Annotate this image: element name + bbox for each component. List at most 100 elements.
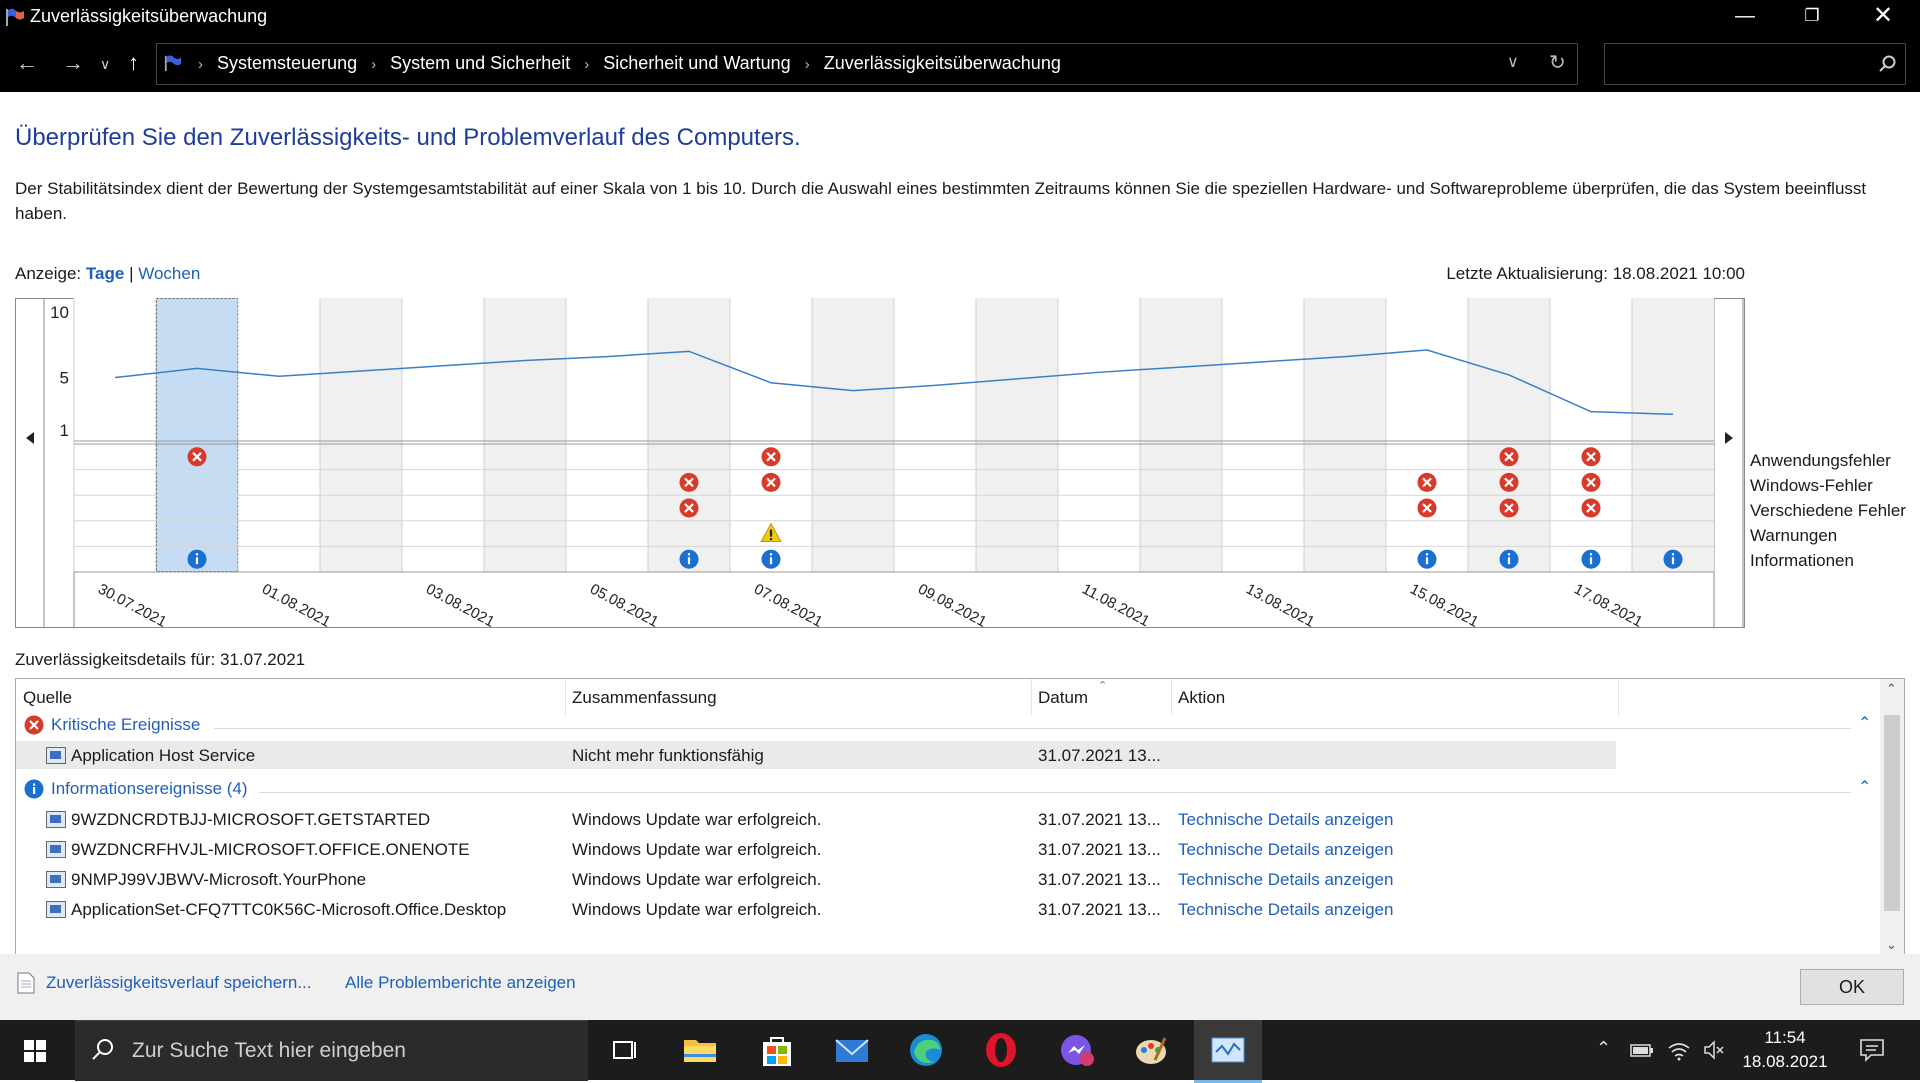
- app-icon: [46, 811, 66, 828]
- back-arrow-icon[interactable]: ←: [16, 50, 38, 76]
- flag-icon: [4, 7, 26, 27]
- collapse-chevron-icon[interactable]: ⌃: [1858, 713, 1871, 733]
- recent-locations-chevron-icon[interactable]: ∨: [100, 56, 110, 73]
- legend-information: Informationen: [1750, 548, 1906, 573]
- day-column[interactable]: [1632, 298, 1714, 572]
- breadcrumb-system-und-sicherheit[interactable]: System und Sicherheit: [390, 53, 570, 73]
- messenger-icon[interactable]: [1057, 1030, 1097, 1070]
- cell-date: 31.07.2021 13...: [1038, 840, 1161, 860]
- day-column[interactable]: [1304, 298, 1386, 572]
- day-column[interactable]: [1222, 298, 1304, 572]
- minimize-button[interactable]: —: [1716, 0, 1774, 34]
- restore-button[interactable]: ❐: [1783, 0, 1841, 34]
- view-weeks-link[interactable]: Wochen: [138, 264, 200, 283]
- day-column[interactable]: [74, 298, 156, 572]
- search-icon[interactable]: [1879, 55, 1897, 73]
- collapse-chevron-icon[interactable]: ⌃: [1858, 777, 1871, 797]
- edge-icon[interactable]: [906, 1030, 946, 1070]
- search-input[interactable]: [1604, 43, 1906, 85]
- day-column[interactable]: [238, 298, 320, 572]
- taskbar-search-placeholder: Zur Suche Text hier eingeben: [132, 1039, 406, 1063]
- details-scrollbar[interactable]: ⌃ ⌄: [1880, 679, 1904, 955]
- day-column[interactable]: [1550, 298, 1632, 572]
- table-row[interactable]: 9NMPJ99VJBWV-Microsoft.YourPhone Windows…: [16, 865, 1616, 893]
- info-icon-dot: [1672, 553, 1674, 555]
- clock-date: 18.08.2021: [1730, 1050, 1840, 1074]
- breadcrumb-systemsteuerung[interactable]: Systemsteuerung: [217, 53, 357, 73]
- day-column[interactable]: [156, 298, 238, 572]
- cell-source: 9NMPJ99VJBWV-Microsoft.YourPhone: [71, 870, 366, 890]
- column-source[interactable]: Quelle: [23, 688, 72, 708]
- wifi-icon[interactable]: [1667, 1038, 1691, 1062]
- taskbar-search-input[interactable]: Zur Suche Text hier eingeben: [75, 1020, 588, 1081]
- day-column[interactable]: [648, 298, 730, 572]
- y-tick-label: 1: [60, 421, 69, 440]
- day-column[interactable]: [894, 298, 976, 572]
- view-separator: |: [129, 264, 133, 283]
- reliability-monitor-taskbar-button[interactable]: [1194, 1020, 1262, 1083]
- scroll-down-icon[interactable]: ⌄: [1886, 937, 1897, 953]
- window-title: Zuverlässigkeitsüberwachung: [30, 6, 267, 27]
- cell-summary: Windows Update war erfolgreich.: [572, 870, 821, 890]
- technical-details-link[interactable]: Technische Details anzeigen: [1178, 840, 1393, 860]
- day-column[interactable]: [812, 298, 894, 572]
- breadcrumb[interactable]: › Systemsteuerung › System und Sicherhei…: [156, 43, 1578, 85]
- view-days-link[interactable]: Tage: [86, 264, 124, 283]
- all-reports-link[interactable]: Alle Problemberichte anzeigen: [345, 973, 576, 993]
- technical-details-link[interactable]: Technische Details anzeigen: [1178, 900, 1393, 920]
- legend-application-errors: Anwendungsfehler: [1750, 448, 1906, 473]
- battery-icon[interactable]: [1630, 1040, 1654, 1060]
- refresh-icon[interactable]: ↻: [1549, 50, 1566, 75]
- event-row-legend: Anwendungsfehler Windows-Fehler Verschie…: [1750, 448, 1906, 573]
- info-icon-stem: [196, 557, 198, 564]
- forward-arrow-icon[interactable]: →: [62, 50, 84, 76]
- y-tick-label: 10: [50, 303, 69, 322]
- taskbar-clock[interactable]: 11:54 18.08.2021: [1730, 1026, 1840, 1074]
- day-column[interactable]: [1468, 298, 1550, 572]
- address-dropdown-chevron-icon[interactable]: ∨: [1507, 52, 1519, 72]
- paint-icon[interactable]: [1131, 1030, 1171, 1070]
- task-view-icon[interactable]: [604, 1030, 644, 1070]
- ok-button[interactable]: OK: [1800, 969, 1904, 1005]
- group-critical-label: Kritische Ereignisse: [51, 715, 200, 735]
- day-column[interactable]: [1058, 298, 1140, 572]
- save-history-link[interactable]: Zuverlässigkeitsverlauf speichern...: [46, 973, 312, 993]
- day-column[interactable]: [566, 298, 648, 572]
- column-action[interactable]: Aktion: [1178, 688, 1225, 708]
- column-summary[interactable]: Zusammenfassung: [572, 688, 717, 708]
- day-column[interactable]: [402, 298, 484, 572]
- close-button[interactable]: ✕: [1854, 0, 1912, 34]
- cell-source: 9WZDNCRFHVJL-MICROSOFT.OFFICE.ONENOTE: [71, 840, 470, 860]
- windows-start-icon[interactable]: [24, 1040, 46, 1062]
- scroll-up-icon[interactable]: ⌃: [1886, 681, 1897, 697]
- day-column[interactable]: [1386, 298, 1468, 572]
- table-row[interactable]: Application Host Service Nicht mehr funk…: [16, 741, 1616, 769]
- address-bar: ← → ∨ ↑ › Systemsteuerung › System und S…: [0, 34, 1920, 92]
- cell-summary: Windows Update war erfolgreich.: [572, 810, 821, 830]
- day-column[interactable]: [976, 298, 1058, 572]
- day-column[interactable]: [1140, 298, 1222, 572]
- store-icon[interactable]: [757, 1030, 797, 1070]
- volume-muted-icon[interactable]: [1702, 1038, 1726, 1062]
- technical-details-link[interactable]: Technische Details anzeigen: [1178, 870, 1393, 890]
- table-row[interactable]: 9WZDNCRDTBJJ-MICROSOFT.GETSTARTED Window…: [16, 805, 1616, 833]
- technical-details-link[interactable]: Technische Details anzeigen: [1178, 810, 1393, 830]
- search-icon: [91, 1038, 115, 1062]
- cell-date: 31.07.2021 13...: [1038, 810, 1161, 830]
- table-row[interactable]: ApplicationSet-CFQ7TTC0K56C-Microsoft.Of…: [16, 895, 1616, 923]
- opera-icon[interactable]: [981, 1030, 1021, 1070]
- scrollbar-thumb[interactable]: [1884, 715, 1900, 911]
- tray-overflow-chevron-icon[interactable]: ⌃: [1596, 1038, 1611, 1059]
- table-row[interactable]: 9WZDNCRFHVJL-MICROSOFT.OFFICE.ONENOTE Wi…: [16, 835, 1616, 863]
- day-column[interactable]: [320, 298, 402, 572]
- breadcrumb-zuverlaessigkeit[interactable]: Zuverlässigkeitsüberwachung: [824, 53, 1061, 73]
- notification-center-icon[interactable]: [1858, 1036, 1886, 1064]
- file-explorer-icon[interactable]: [680, 1030, 720, 1070]
- day-column[interactable]: [484, 298, 566, 572]
- mail-icon[interactable]: [832, 1030, 872, 1070]
- breadcrumb-sicherheit-und-wartung[interactable]: Sicherheit und Wartung: [603, 53, 790, 73]
- column-date[interactable]: Datum: [1038, 688, 1088, 708]
- up-arrow-icon[interactable]: ↑: [128, 50, 139, 76]
- info-icon-stem: [1508, 557, 1510, 564]
